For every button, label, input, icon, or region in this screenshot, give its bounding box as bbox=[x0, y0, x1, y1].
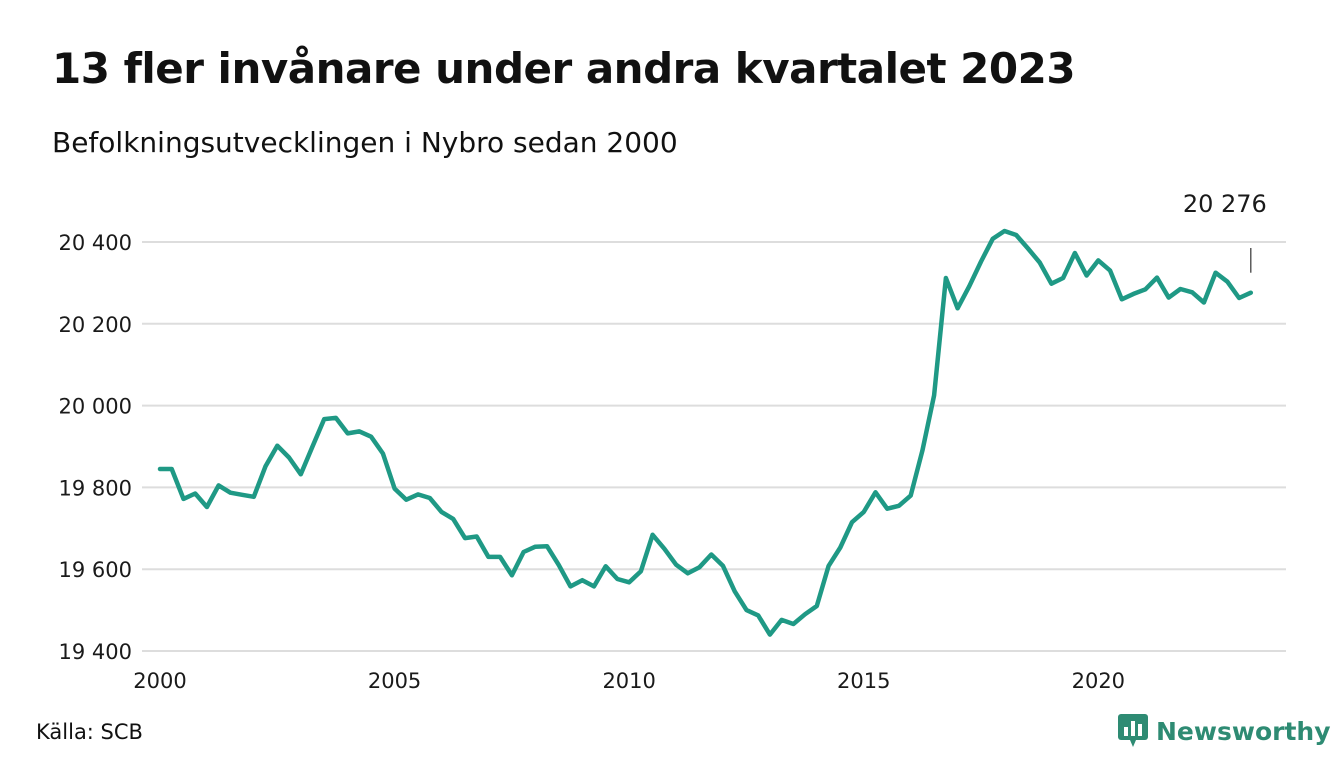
x-tick-label: 2015 bbox=[837, 669, 890, 693]
x-tick-label: 2010 bbox=[602, 669, 655, 693]
x-tick-label: 2000 bbox=[133, 669, 186, 693]
chart-subtitle: Befolkningsutvecklingen i Nybro sedan 20… bbox=[52, 126, 678, 159]
x-tick-label: 2005 bbox=[368, 669, 421, 693]
y-tick-label: 19 400 bbox=[59, 640, 132, 664]
newsworthy-logo-icon bbox=[1118, 714, 1148, 747]
chart-title: 13 fler invånare under andra kvartalet 2… bbox=[52, 44, 1076, 93]
y-tick-label: 20 200 bbox=[59, 313, 132, 337]
x-axis: 2000 2005 2010 2015 2020 bbox=[133, 669, 1125, 693]
x-tick-label: 2020 bbox=[1072, 669, 1125, 693]
y-tick-label: 20 400 bbox=[59, 231, 132, 255]
y-axis: 19 400 19 600 19 800 20 000 20 200 20 400 bbox=[59, 231, 132, 664]
last-value-label: 20 276 bbox=[1183, 190, 1267, 218]
source-note: Källa: SCB bbox=[36, 720, 143, 744]
brand-name: Newsworthy bbox=[1156, 716, 1331, 746]
y-tick-label: 19 600 bbox=[59, 558, 132, 582]
line-chart: 19 400 19 600 19 800 20 000 20 200 20 400 200… bbox=[59, 190, 1286, 693]
brand-logo: Newsworthy bbox=[1118, 714, 1331, 748]
gridlines bbox=[142, 241, 1286, 652]
y-tick-label: 20 000 bbox=[59, 395, 132, 419]
y-tick-label: 19 800 bbox=[59, 476, 132, 500]
series-line bbox=[157, 228, 1254, 637]
